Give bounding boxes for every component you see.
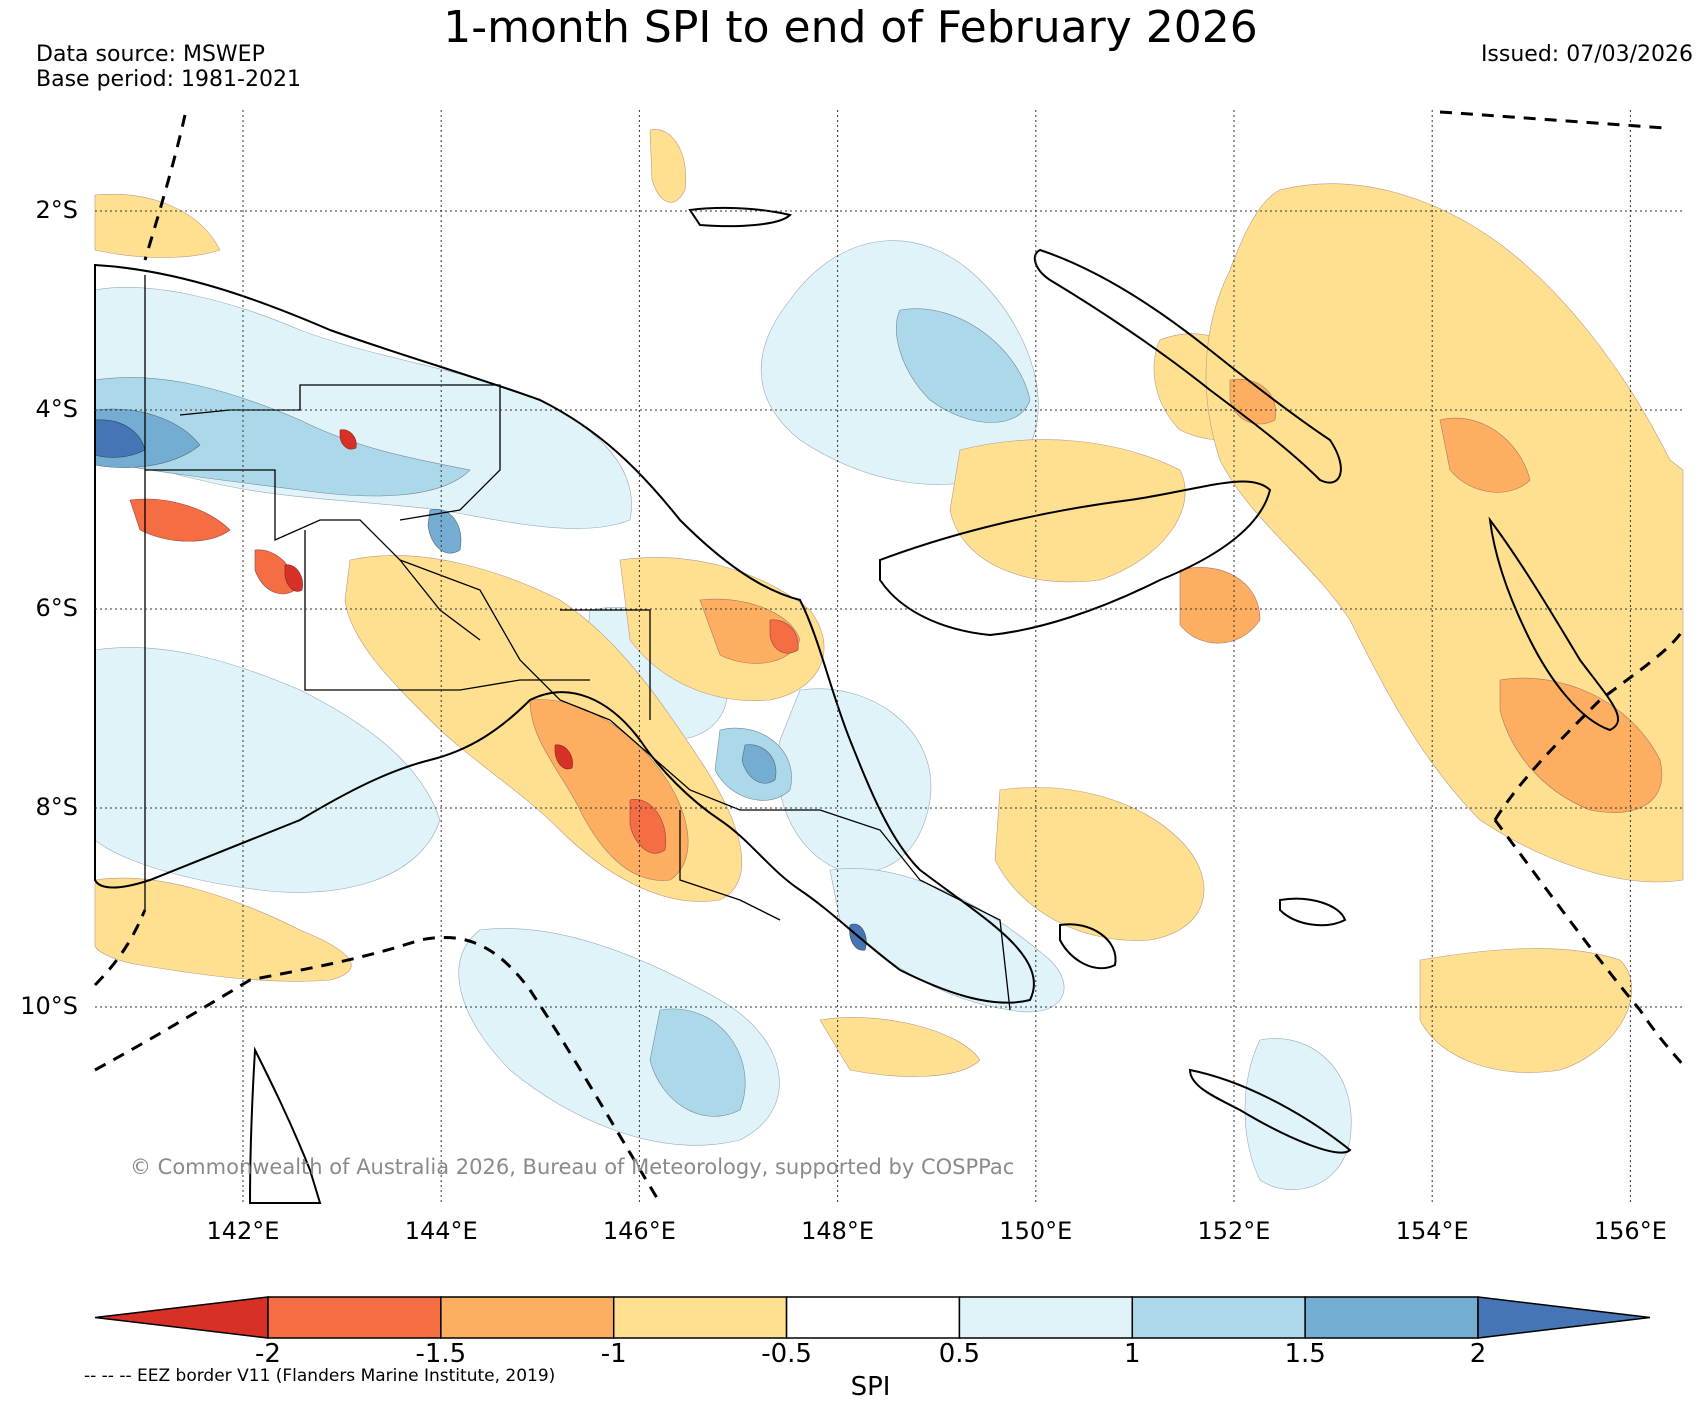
shade-wet-sw [94, 647, 441, 893]
lon-label-0: 142°E [206, 1217, 280, 1245]
shade-dry-highlands-strong [629, 799, 667, 854]
colorbar-tick-5: 1 [1124, 1339, 1141, 1369]
border-province-sepik [145, 469, 481, 641]
lat-label-4: 10°S [20, 992, 78, 1020]
coastline-woodlark [1279, 897, 1347, 927]
shade-dry-nw-coast [94, 193, 221, 258]
shade-dry-west [129, 498, 231, 542]
border-province-northern [819, 809, 1011, 1011]
eez-west-north [143, 114, 187, 261]
issued-date: Issued: 07/03/2026 [1480, 42, 1693, 67]
colorbar-box-1 [440, 1296, 615, 1339]
colorbar-arrow-low [94, 1296, 269, 1339]
lon-label-4: 150°E [999, 1217, 1073, 1245]
colorbar-tick-6: 1.5 [1284, 1339, 1326, 1369]
colorbar-box-3 [785, 1296, 961, 1339]
colorbar [94, 1296, 1651, 1339]
lat-label-3: 8°S [35, 793, 78, 821]
border-province-western [304, 530, 590, 691]
coastline-cape-york [248, 1046, 322, 1204]
colorbar-tick-7: 2 [1469, 1339, 1487, 1369]
coastline-new-ireland [1033, 248, 1342, 484]
colorbar-tick-1: -1.5 [415, 1339, 467, 1369]
shade-wet-sea-core [895, 308, 1031, 423]
shade-dry-se-core [1499, 677, 1663, 813]
colorbar-title: SPI [850, 1372, 891, 1402]
colorbar-box-0 [267, 1296, 442, 1339]
lon-label-1: 144°E [404, 1217, 478, 1245]
colorbar-arrow-high [1477, 1296, 1651, 1339]
shade-dry-new-britain [949, 439, 1186, 583]
shade-wet-nw-core [94, 377, 471, 497]
shade-dry-bougainville-core [1439, 417, 1531, 493]
lat-label-1: 4°S [35, 395, 78, 423]
border-province-morobe [560, 609, 651, 720]
shade-dry-extreme-gulf [554, 744, 573, 770]
copyright-notice: © Commonwealth of Australia 2026, Bureau… [130, 1155, 1015, 1179]
colorbar-box-4 [958, 1296, 1134, 1339]
source-info: Data source: MSWEP Base period: 1981-202… [36, 42, 301, 92]
shade-dry-png-south [94, 877, 352, 982]
shade-dry-extreme-sepik [284, 564, 303, 592]
colorbar-tick-3: -0.5 [761, 1339, 812, 1369]
shade-wet-coral-core [649, 1008, 746, 1117]
colorbar-tick-4: 0.5 [938, 1339, 981, 1369]
border-province-gulf [609, 719, 820, 811]
colorbar-box-2 [612, 1296, 788, 1339]
shade-wet-png-se [777, 688, 932, 873]
eez-east [1493, 629, 1685, 821]
colorbar-box-6 [1304, 1296, 1479, 1339]
coastline-louisiade [1188, 1068, 1352, 1154]
colorbar-box-5 [1131, 1296, 1306, 1339]
colorbar-tick-0: -2 [255, 1339, 281, 1369]
lon-label-3: 148°E [801, 1217, 875, 1245]
shade-dry-coral-east [1419, 948, 1633, 1073]
data-source: Data source: MSWEP [36, 42, 265, 67]
lon-label-7: 156°E [1593, 1217, 1667, 1245]
colorbar-tick-2: -1 [600, 1339, 627, 1369]
shade-dry-gulf [649, 129, 687, 203]
eez-south [94, 935, 662, 1204]
shade-dry-louisiade [819, 1017, 981, 1077]
coastline-png-mainland [94, 263, 1035, 1004]
border-province-central [679, 810, 781, 921]
shade-dry-mamose-strong [769, 619, 799, 654]
coastline-dentrecasteaux [1059, 923, 1117, 970]
lon-label-2: 146°E [602, 1217, 676, 1245]
coastline-new-britain [879, 480, 1272, 637]
lon-label-5: 152°E [1197, 1217, 1271, 1245]
lon-label-6: 154°E [1395, 1217, 1469, 1245]
shade-wet-madang-core [741, 744, 777, 784]
shade-dry-new-britain-core [1179, 567, 1261, 644]
map-title: 1-month SPI to end of February 2026 [443, 2, 1258, 53]
spi-shading [94, 129, 1684, 1190]
eez-northeast [1439, 110, 1666, 130]
base-period: Base period: 1981-2021 [36, 67, 301, 92]
eez-west-south [93, 909, 147, 987]
lat-label-0: 2°S [35, 196, 78, 224]
border-province-highlands [399, 559, 611, 721]
shade-dry-woodlark [994, 787, 1205, 941]
shade-dry-extreme-hela [339, 429, 357, 450]
coastline-manus [688, 206, 792, 228]
lat-label-2: 6°S [35, 594, 78, 622]
coastline-bougainville [1488, 516, 1620, 732]
